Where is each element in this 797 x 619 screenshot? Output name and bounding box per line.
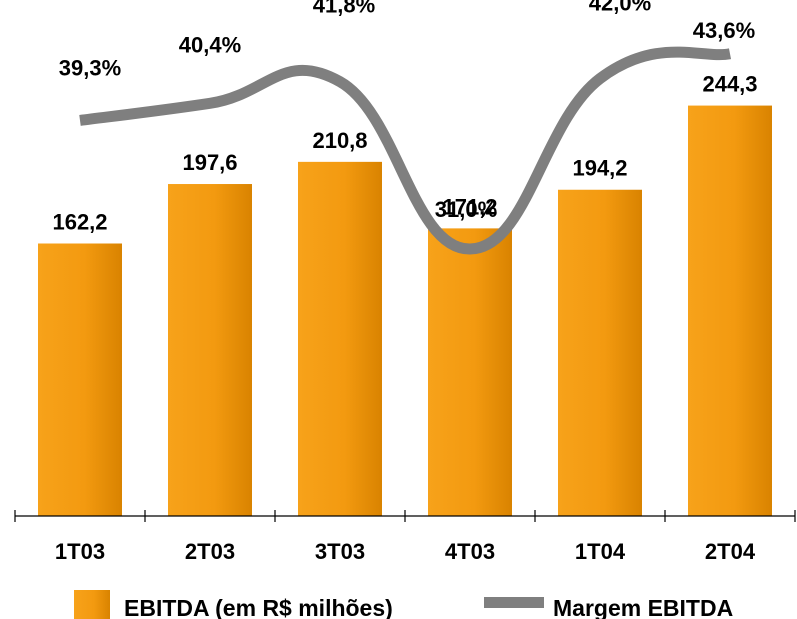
bar-1T03 — [38, 243, 122, 516]
x-tick-labels-group: 1T03 2T03 3T03 4T03 1T04 2T04 — [55, 539, 756, 564]
bar-2T03 — [168, 184, 252, 517]
margin-labels-group: 39,3% 40,4% 41,8% 31,0% 42,0% 43,6% — [59, 0, 755, 222]
bar-labels-group: 162,2 197,6 210,8 171,2 194,2 244,3 — [52, 72, 757, 235]
x-tick-label: 1T03 — [55, 539, 105, 564]
margin-value-label: 39,3% — [59, 55, 121, 80]
margin-value-label: 41,8% — [313, 0, 375, 18]
x-tick-label: 2T04 — [705, 539, 756, 564]
x-axis — [14, 510, 796, 522]
legend-line-label: Margem EBITDA — [553, 595, 733, 619]
legend-line-swatch — [484, 597, 544, 608]
legend-bar-label: EBITDA (em R$ milhões) — [124, 595, 393, 619]
legend-bar-swatch — [74, 590, 110, 619]
margin-value-label: 40,4% — [179, 32, 241, 57]
margin-value-label: 42,0% — [589, 0, 651, 16]
bar-value-label: 162,2 — [52, 210, 107, 235]
bar-value-label: 244,3 — [702, 72, 757, 97]
x-tick-label: 3T03 — [315, 539, 365, 564]
x-tick-label: 4T03 — [445, 539, 495, 564]
margin-line — [79, 46, 732, 255]
bar-value-label: 197,6 — [182, 150, 237, 175]
margin-value-label: 31,0% — [435, 197, 497, 222]
legend: EBITDA (em R$ milhões) Margem EBITDA — [74, 590, 733, 619]
bar-1T04 — [558, 189, 642, 516]
bar-3T03 — [298, 161, 382, 516]
bar-2T04 — [688, 105, 772, 517]
bar-value-label: 171,2 — [442, 194, 497, 219]
bar-4T03 — [428, 228, 512, 516]
bar-value-label: 194,2 — [572, 156, 627, 181]
bars-group — [38, 105, 772, 517]
bar-value-label: 210,8 — [312, 128, 367, 153]
margin-value-label: 43,6% — [693, 18, 755, 43]
x-tick-label: 1T04 — [575, 539, 626, 564]
x-tick-label: 2T03 — [185, 539, 235, 564]
